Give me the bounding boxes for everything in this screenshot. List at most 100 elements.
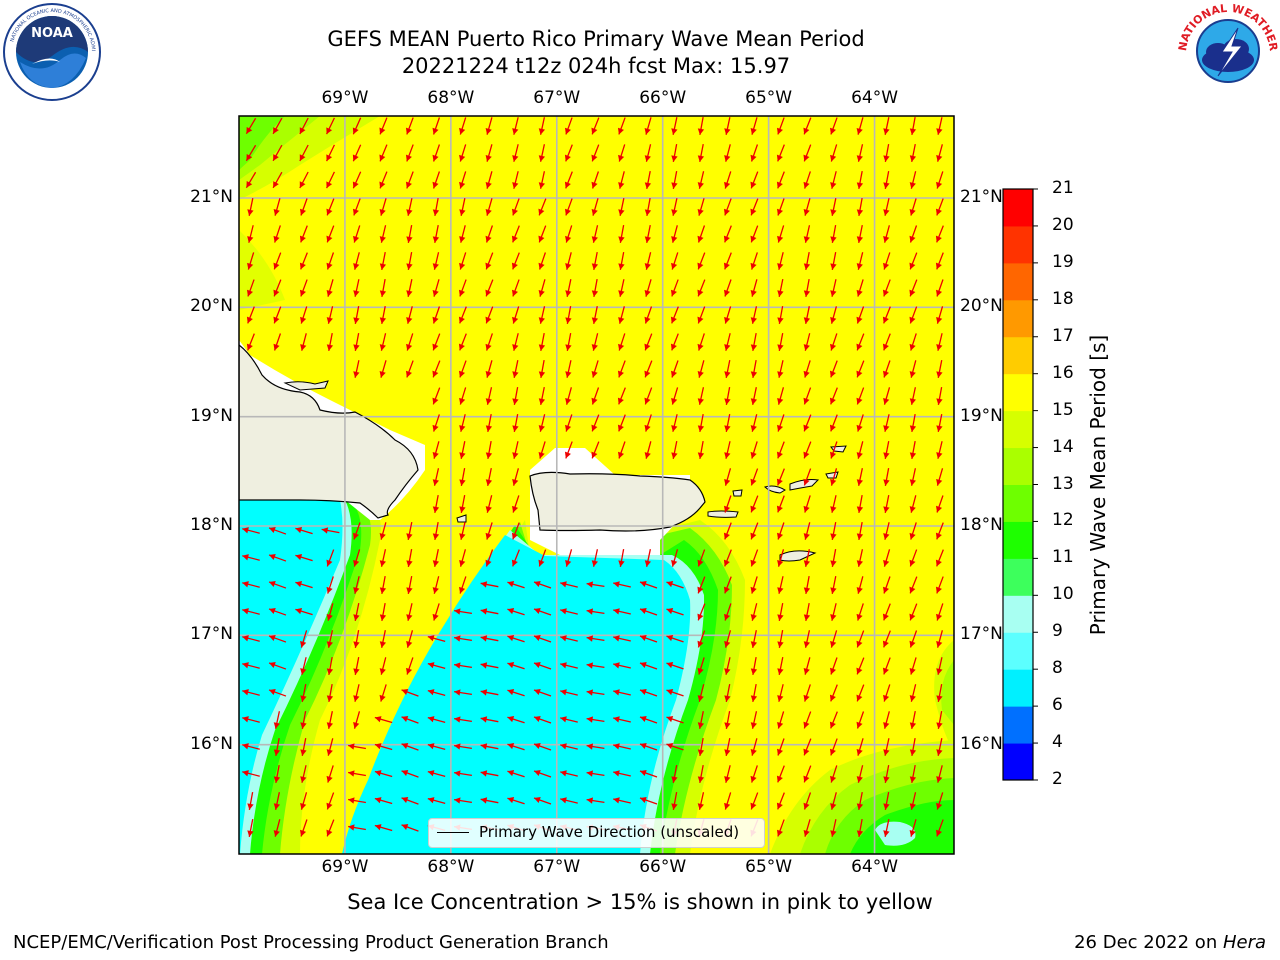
wave-arrow-head [269,580,276,587]
wave-arrow-head [560,608,567,615]
wave-arrow-head [401,796,409,803]
wave-arrow-head [909,208,916,216]
wave-arrow-head [883,506,890,513]
wave-arrow-head [507,608,515,615]
wave-arrow-head [750,154,757,162]
lon-label-bottom: 64°W [851,857,899,877]
wave-arrow-head [352,154,359,162]
wave-arrow-head [511,532,518,540]
wave-arrow-head [883,182,890,189]
wave-arrow-head [534,796,541,804]
wave-arrow-head [432,370,439,378]
wave-arrow-head [883,694,890,702]
wave-arrow-head [459,533,466,540]
wave-arrow-head [348,743,355,750]
wave-arrow-head [882,667,889,675]
wave-arrow-head [856,236,864,243]
colorbar-swatch [1003,595,1033,633]
wave-arrow-head [507,581,515,588]
wave-arrow-head [666,689,674,696]
wave-arrow-head [565,344,572,351]
wave-arrow-head [485,371,492,378]
wave-arrow-head [299,127,306,134]
wave-arrow-head [534,634,541,642]
wave-arrow-head [269,607,276,614]
wave-arrow-head [353,263,360,270]
wave-arrow-head [299,262,306,270]
wave-arrow-head [750,398,758,405]
wave-arrow-head [803,587,811,594]
wave-arrow-head [909,398,917,405]
wave-arrow-head [803,721,810,729]
wave-arrow-head [538,371,546,378]
wave-arrow-head [936,695,943,702]
wave-arrow-head [406,209,413,216]
wave-arrow-head [406,317,413,324]
wave-arrow-head [538,128,545,135]
wave-arrow-head [591,317,599,324]
wave-arrow-head [326,775,333,783]
wave-arrow-head [697,128,705,135]
wave-arrow-head [454,743,461,750]
wave-arrow-head [379,317,387,324]
wave-arrow-head [697,425,705,432]
wave-arrow-head [353,695,360,702]
wave-arrow-head [379,641,387,648]
wave-arrow-head [617,451,625,459]
wave-arrow-head [374,797,382,804]
wave-arrow-head [883,533,890,540]
wave-arrow-head [242,770,249,777]
wave-arrow-head [326,181,333,189]
wave-arrow-head [353,344,360,351]
wave-arrow-head [644,155,651,162]
wave-arrow-head [830,803,837,810]
wave-arrow-head [909,586,916,594]
wave-arrow-head [432,154,439,162]
wave-arrow-head [246,343,253,351]
wave-arrow-head [591,290,599,297]
colorbar-tick-label: 14 [1052,436,1074,457]
wave-arrow-head [644,182,652,189]
wave-arrow-head [454,797,461,804]
wave-arrow-head [480,581,488,588]
wave-arrow-head [803,397,810,405]
wave-arrow-head [565,235,572,243]
wave-arrow-head [591,181,598,189]
wave-arrow-head [803,127,810,135]
wave-arrow-head [666,608,674,615]
wave-arrow-head [697,316,704,324]
wave-arrow-head [882,289,889,297]
wave-arrow-head [405,127,412,135]
footer-branch: NCEP/EMC/Verification Post Processing Pr… [13,932,609,953]
wave-arrow-head [480,635,488,642]
wave-arrow-head [560,770,567,777]
wave-arrow-head [776,748,784,756]
wave-arrow-head [856,316,863,324]
wave-arrow-head [723,532,730,540]
wave-arrow-head [432,424,439,432]
wave-arrow-head [803,775,810,783]
wave-arrow-head [750,641,758,648]
wave-arrow-head [697,452,705,459]
colorbar-tick-label: 11 [1052,547,1074,568]
wave-arrow-head [936,344,943,351]
wave-arrow-head [829,451,837,459]
wave-arrow-head [538,262,545,270]
colorbar-swatch [1003,632,1033,670]
wave-arrow-head [379,587,387,594]
lon-label-top: 65°W [745,88,793,108]
wave-arrow-head [273,749,281,756]
lon-label-top: 66°W [639,88,687,108]
wave-arrow-head [454,770,461,777]
wave-arrow-head [803,424,810,432]
wave-arrow-head [617,424,624,432]
wave-arrow-head [750,775,757,783]
wave-arrow-head [856,182,864,189]
wave-arrow-head [348,824,355,831]
wave-arrow-head [326,802,333,810]
wave-arrow-head [750,451,757,459]
wave-arrow-head [750,668,758,675]
wave-arrow-head [485,398,492,405]
wave-arrow-head [671,803,678,810]
wave-arrow-head [777,532,784,540]
